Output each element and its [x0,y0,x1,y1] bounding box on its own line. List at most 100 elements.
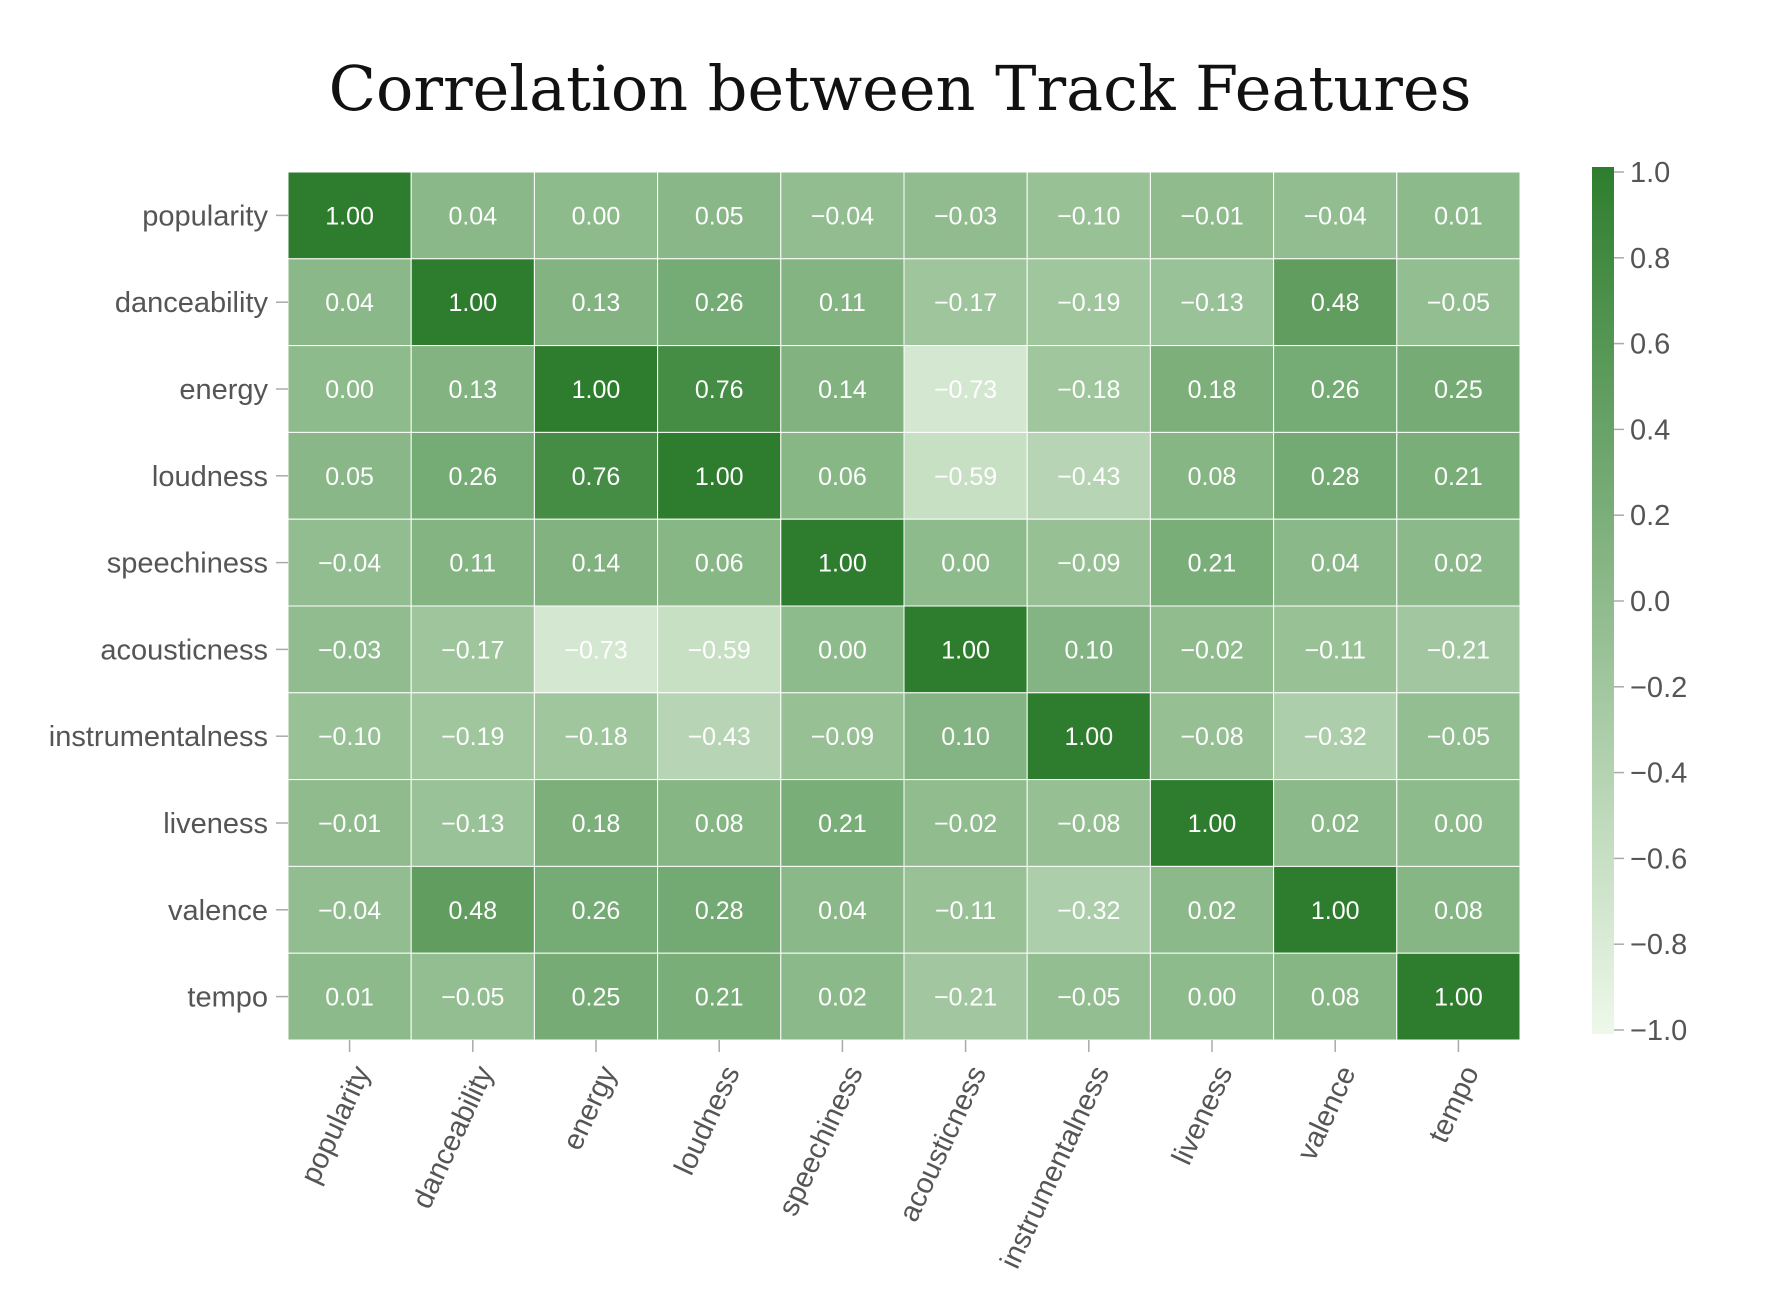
heatmap-cell [1026,692,1151,781]
heatmap-cell [533,258,659,347]
colorbar-tick-label: −0.8 [1630,929,1687,961]
heatmap-cell [1149,171,1275,260]
heatmap-cell [903,171,1028,260]
cell-value-label: 1.00 [1311,897,1360,925]
cell-value-label: −0.43 [1057,463,1120,491]
cell-value-label: 0.04 [1311,550,1360,578]
cell-value-label: 0.11 [449,550,496,578]
heatmap-cell [1026,258,1151,347]
cell-value-label: 0.05 [325,463,374,491]
heatmap-cell [657,171,782,260]
cell-value-label: 0.25 [1434,376,1483,404]
heatmap-cell [903,258,1028,347]
heatmap-cell [1396,345,1521,433]
heatmap-cell [903,518,1028,607]
x-axis: popularity danceability energy loudness spee… [295,1040,1486,1273]
x-tick-label: energy [557,1061,624,1155]
heatmap-cell [903,779,1028,867]
heatmap-cell [410,779,535,867]
heatmap-cell [533,171,659,260]
heatmap-cell [657,952,782,1041]
heatmap-cell [410,171,535,260]
cell-value-label: −0.73 [934,376,997,404]
cell-value-label: 0.00 [941,550,990,578]
heatmap-cell [1026,952,1151,1041]
heatmap-cell [780,952,905,1041]
heatmap-cell [1396,865,1521,954]
heatmap-cell [410,518,535,607]
cell-value-label: 0.26 [695,289,744,317]
heatmap-cell [533,605,659,694]
cell-value-label: −0.32 [1304,723,1367,751]
cell-value-label: 0.14 [572,550,621,578]
cell-value-label: 0.21 [818,810,867,838]
cell-value-label: −0.04 [318,897,381,925]
y-tick-label: loudness [152,461,268,493]
heatmap-cell [780,431,905,520]
cell-value-label: −0.18 [1057,376,1120,404]
heatmap-cell [1149,952,1275,1041]
colorbar-tick-label: 0.6 [1630,329,1670,361]
heatmap-cell [1273,779,1398,867]
cell-value-label: 0.76 [572,463,621,491]
cell-value-label: −0.32 [1057,897,1120,925]
heatmap-cell [780,171,905,260]
cell-value-label: −0.73 [564,636,627,664]
cell-value-label: 1.00 [325,202,374,230]
cell-value-label: 0.26 [1311,376,1360,404]
heatmap-cell [410,692,535,781]
cell-value-label: 0.01 [325,984,374,1012]
cell-value-label: 0.00 [325,376,374,404]
heatmap-cell [657,865,782,954]
heatmap-cell [780,865,905,954]
heatmap-cell [1396,692,1521,781]
heatmap-cell [1396,258,1521,347]
cell-value-label: 0.06 [695,550,744,578]
heatmap-cell [1149,692,1275,781]
cell-value-label: −0.08 [1180,723,1243,751]
cell-value-label: −0.59 [688,636,751,664]
heatmap-cell [287,345,412,433]
colorbar-tick-label: 0.4 [1630,414,1670,446]
heatmap-cell [533,865,659,954]
cell-value-label: −0.02 [934,810,997,838]
heatmap-cell [410,258,535,347]
x-tick-label: liveness [1166,1061,1239,1169]
cell-value-label: 0.18 [1188,376,1237,404]
cell-value-label: −0.04 [318,550,381,578]
cell-value-label: −0.04 [1304,202,1367,230]
cell-value-label: 0.02 [1311,810,1360,838]
cell-value-label: −0.13 [441,810,504,838]
cell-value-label: −0.59 [934,463,997,491]
cell-value-label: 0.21 [1188,550,1237,578]
heatmap-cell [533,779,659,867]
cell-value-label: 0.26 [572,897,621,925]
cell-value-label: −0.11 [1304,636,1365,664]
heatmap-cell [1396,431,1521,520]
y-tick-label: tempo [187,982,268,1014]
cell-value-label: −0.01 [318,810,381,838]
heatmap-cell [1026,779,1151,867]
heatmap-cell [287,692,412,781]
heatmap-cell [780,605,905,694]
cell-value-label: −0.08 [1057,810,1120,838]
cell-value-label: 1.00 [448,289,497,317]
cell-value-label: 0.05 [695,202,744,230]
heatmap-cell [1273,258,1398,347]
cell-value-label: −0.21 [934,984,997,1012]
heatmap-cell [780,345,905,433]
cell-value-label: 0.02 [818,984,867,1012]
heatmap-cell [780,779,905,867]
heatmap-cell [1396,779,1521,867]
colorbar: 1.0 0.8 0.6 0.4 0.2 0.0 −0.2 −0.4 −0.6 −0.8 −1.0 [1592,157,1687,1047]
y-tick-label: speechiness [107,548,268,580]
heatmap-cell [780,258,905,347]
cell-value-label: 0.04 [448,202,497,230]
cell-value-label: −0.05 [1427,289,1490,317]
cell-value-label: 0.28 [695,897,744,925]
x-tick-label: acousticness [893,1061,993,1226]
cell-value-label: 0.10 [941,723,990,751]
heatmap-cell [1396,518,1521,607]
heatmap-cell [1149,258,1275,347]
